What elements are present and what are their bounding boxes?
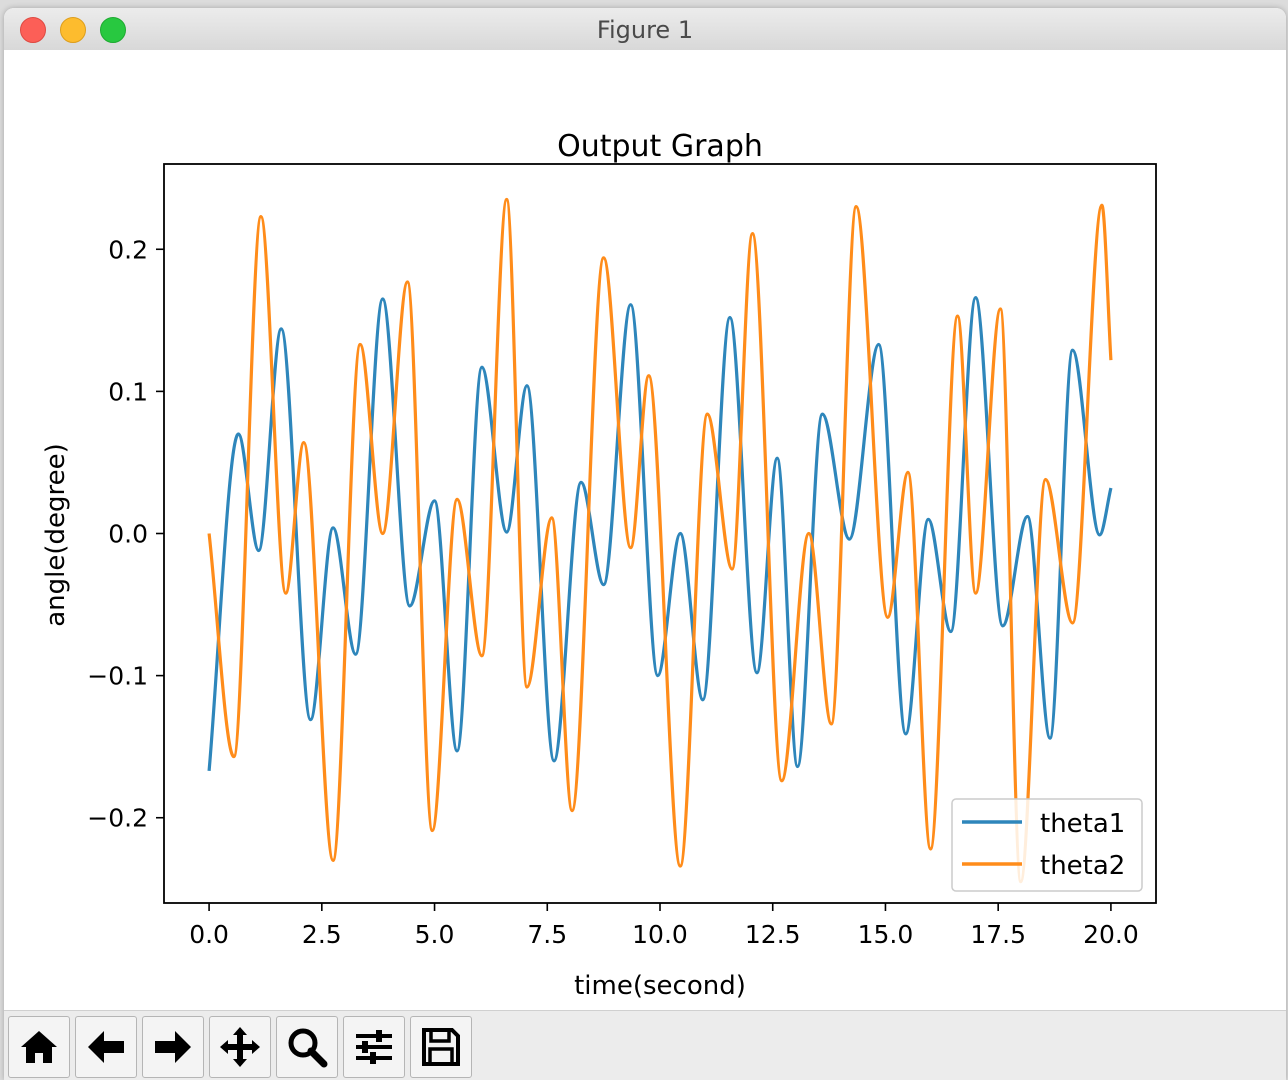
x-tick-label: 17.5 [970, 920, 1026, 949]
figure-window: Figure 1 Output Graph time(second) angle… [4, 8, 1286, 1080]
x-tick-label: 10.0 [632, 920, 688, 949]
y-tick-label: 0.1 [108, 377, 148, 406]
close-window-button[interactable] [20, 17, 46, 43]
y-tick-label: 0.0 [108, 520, 148, 549]
y-tick-label: 0.2 [108, 235, 148, 264]
home-icon [21, 1031, 57, 1063]
series-line-theta2 [207, 197, 1113, 884]
x-tick-label: 7.5 [527, 920, 567, 949]
configure-subplots-button[interactable] [343, 1016, 405, 1078]
plot-frame [163, 163, 1157, 904]
x-tick-label: 15.0 [858, 920, 914, 949]
minimize-window-button[interactable] [60, 17, 86, 43]
pan-button[interactable] [209, 1016, 271, 1078]
x-tick-label: 0.0 [189, 920, 229, 949]
x-tick-label: 2.5 [302, 920, 342, 949]
sliders-icon [356, 1030, 392, 1064]
maximize-window-button[interactable] [100, 17, 126, 43]
legend: theta1 theta2 [951, 798, 1143, 892]
window-title: Figure 1 [596, 16, 694, 44]
x-tick-label: 5.0 [415, 920, 455, 949]
line-chart: Output Graph time(second) angle(degree) … [41, 129, 1157, 1001]
legend-label-theta2: theta2 [1040, 851, 1125, 881]
y-tick-label: −0.2 [87, 804, 148, 833]
floppy-disk-icon [422, 1028, 460, 1066]
title-bar: Figure 1 [4, 8, 1286, 51]
legend-label-theta1: theta1 [1040, 809, 1125, 839]
x-axis-label: time(second) [574, 971, 746, 1001]
chart-title: Output Graph [557, 129, 763, 164]
back-button[interactable] [75, 1016, 137, 1078]
zoom-button[interactable] [276, 1016, 338, 1078]
arrow-right-icon [155, 1031, 191, 1063]
arrow-left-icon [88, 1031, 124, 1063]
navigation-toolbar [4, 1010, 1286, 1080]
save-button[interactable] [410, 1016, 472, 1078]
y-axis-label: angle(degree) [41, 443, 71, 627]
x-tick-label: 12.5 [745, 920, 801, 949]
axis-ticks: 0.0 2.5 5.0 7.5 10.0 12.5 15.0 17.5 20.0 −0.2 −0.1… [87, 235, 1138, 949]
x-tick-label: 20.0 [1083, 920, 1139, 949]
magnifier-icon [288, 1028, 328, 1068]
home-button[interactable] [8, 1016, 70, 1078]
y-tick-label: −0.1 [87, 662, 148, 691]
series-lines [207, 197, 1113, 884]
figure-canvas[interactable]: Output Graph time(second) angle(degree) … [4, 50, 1286, 1010]
forward-button[interactable] [142, 1016, 204, 1078]
move-icon [220, 1027, 260, 1067]
